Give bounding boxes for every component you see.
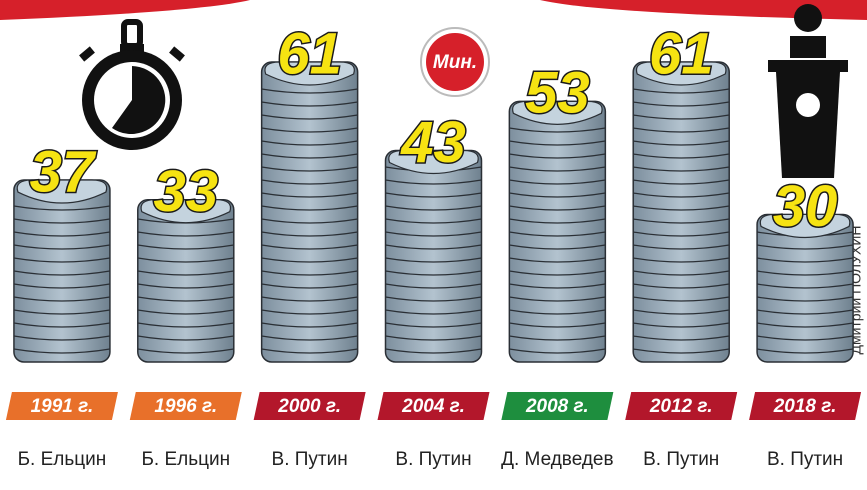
value-label: 33	[154, 159, 219, 224]
person-name: В. Путин	[643, 449, 719, 470]
value-label: 37	[30, 139, 97, 204]
value-label: 43	[400, 110, 466, 175]
person-name: Б. Ельцин	[18, 449, 107, 470]
value-label: 53	[525, 61, 590, 126]
value-label: 61	[649, 21, 714, 86]
unit-label: Мин.	[433, 52, 477, 73]
bar	[14, 180, 110, 362]
x-tick-label: 2000 г.	[277, 396, 341, 417]
value-label: 30	[773, 174, 838, 239]
x-tick-label: 2018 г.	[773, 396, 837, 417]
chart: Мин. Дмитрий ПОЛУХИН 371991 г.Б. Ельцин3…	[0, 0, 867, 490]
podium-icon	[768, 4, 848, 178]
stopwatch-icon	[79, 22, 185, 150]
x-tick-label: 2004 г.	[401, 396, 465, 417]
person-name: Б. Ельцин	[141, 449, 230, 470]
person-name: В. Путин	[272, 449, 348, 470]
person-name: В. Путин	[395, 449, 471, 470]
x-tick-label: 2008 г.	[525, 396, 589, 417]
x-tick-label: 1991 г.	[31, 396, 94, 417]
person-name: Д. Медведев	[501, 449, 613, 470]
bar	[262, 62, 358, 362]
bar	[509, 101, 605, 362]
badge: Мин.	[421, 28, 489, 96]
person-name: В. Путин	[767, 449, 843, 470]
top-band	[0, 0, 250, 20]
value-label: 61	[277, 21, 342, 86]
x-tick-label: 1996 г.	[154, 396, 217, 417]
bar	[633, 62, 729, 362]
x-tick-label: 2012 г.	[649, 396, 713, 417]
